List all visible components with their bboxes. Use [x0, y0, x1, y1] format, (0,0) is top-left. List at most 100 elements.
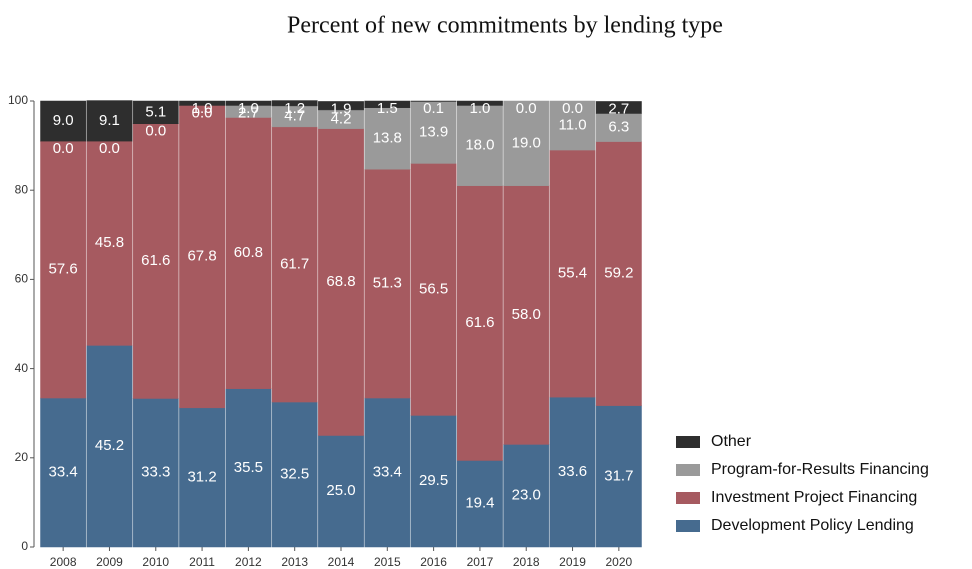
value-label: 0.0	[53, 140, 74, 157]
value-label: 19.4	[465, 495, 494, 512]
bar-segment	[549, 149, 596, 398]
value-label: 59.2	[604, 265, 633, 282]
bar-segment	[457, 185, 503, 461]
x-tick-label: 2010	[142, 555, 169, 569]
bar-segment	[318, 101, 364, 111]
bar-segment	[179, 105, 225, 409]
bar-segment	[549, 100, 596, 151]
value-label: 61.7	[280, 255, 309, 272]
bar-segment	[86, 100, 133, 142]
value-label: 4.2	[331, 110, 352, 127]
bar-segment	[595, 405, 642, 548]
value-label: 1.0	[469, 100, 490, 117]
value-label: 56.5	[419, 280, 448, 297]
value-label: 61.6	[465, 314, 494, 331]
bar-segment	[318, 435, 364, 548]
x-tick-label: 2013	[281, 555, 308, 569]
bar-segment	[595, 101, 642, 114]
bar-segment	[364, 397, 411, 548]
value-label: 0.1	[423, 100, 444, 117]
value-label: 1.9	[331, 100, 352, 117]
value-label: 0.0	[562, 100, 583, 117]
value-label: 9.1	[99, 112, 120, 129]
bar-segment	[179, 100, 225, 106]
value-label: 5.1	[145, 103, 166, 120]
value-label: 6.3	[608, 119, 629, 136]
bar-segment	[595, 113, 642, 142]
value-label: 9.0	[53, 112, 74, 129]
bar-segment	[40, 397, 87, 548]
value-label: 51.3	[373, 275, 402, 292]
x-tick-label: 2012	[235, 555, 262, 569]
value-label: 2.7	[608, 100, 629, 117]
bar-segment	[503, 100, 550, 186]
legend-swatch	[676, 464, 700, 476]
bar-segment	[271, 401, 318, 548]
bar-segment	[271, 100, 318, 107]
bar-segment	[40, 140, 87, 399]
x-tick-label: 2014	[328, 555, 355, 569]
value-label: 45.2	[95, 437, 124, 454]
x-tick-label: 2019	[559, 555, 586, 569]
bar-segment	[132, 398, 179, 548]
value-label: 0.0	[99, 140, 120, 157]
legend-swatch	[676, 436, 700, 448]
value-label: 60.8	[234, 244, 263, 261]
bar-segment	[364, 100, 411, 108]
value-label: 57.6	[49, 261, 78, 278]
value-label: 55.4	[558, 265, 587, 282]
bar-segment	[179, 407, 225, 548]
value-label: 1.0	[192, 100, 213, 117]
value-label: 58.0	[512, 306, 541, 323]
value-label: 33.3	[141, 464, 170, 481]
value-label: 1.0	[238, 100, 259, 117]
chart-title: Percent of new commitments by lending ty…	[287, 13, 723, 39]
bar-segment	[457, 460, 503, 548]
value-label: 32.5	[280, 465, 309, 482]
legend-label: Development Policy Lending	[711, 517, 914, 534]
bar-segment	[132, 123, 179, 399]
x-tick-label: 2015	[374, 555, 401, 569]
value-label: 23.0	[512, 487, 541, 504]
value-label: 33.6	[558, 463, 587, 480]
bar-segment	[410, 163, 457, 416]
value-label: 67.8	[187, 248, 216, 265]
y-tick-label: 100	[8, 93, 28, 107]
value-label: 11.0	[558, 116, 586, 133]
value-label: 13.9	[419, 123, 448, 140]
bar-segment	[86, 140, 133, 346]
bar-segment	[225, 100, 272, 106]
value-label: 0.0	[145, 123, 166, 140]
legend-label: Other	[711, 433, 752, 450]
value-label: 33.4	[49, 463, 78, 480]
legend-swatch	[676, 492, 700, 504]
x-tick-label: 2011	[189, 555, 215, 569]
bar-segment	[549, 396, 596, 548]
value-label: 1.2	[284, 100, 305, 117]
value-label: 45.8	[95, 234, 124, 251]
value-label: 13.8	[373, 129, 402, 146]
value-label: 31.2	[187, 468, 216, 485]
bar-segment	[132, 100, 179, 124]
value-label: 18.0	[465, 137, 494, 154]
bar-segment	[318, 128, 364, 436]
bar-segment	[364, 107, 411, 170]
value-label: 31.7	[604, 467, 633, 484]
bar-segment	[271, 126, 318, 403]
x-tick-label: 2017	[467, 555, 494, 569]
y-tick-label: 80	[15, 182, 29, 196]
x-tick-label: 2009	[96, 555, 123, 569]
bar-segment	[86, 345, 133, 548]
x-tick-label: 2018	[513, 555, 540, 569]
x-tick-label: 2008	[50, 555, 77, 569]
value-label: 29.5	[419, 472, 448, 489]
bar-segment	[225, 388, 272, 548]
legend-label: Program-for-Results Financing	[711, 461, 929, 478]
x-tick-label: 2016	[420, 555, 447, 569]
value-label: 1.5	[377, 100, 398, 117]
value-label: 0.0	[192, 104, 213, 121]
bar-segment	[595, 141, 642, 406]
value-label: 33.4	[373, 463, 402, 480]
y-tick-label: 60	[15, 272, 29, 286]
